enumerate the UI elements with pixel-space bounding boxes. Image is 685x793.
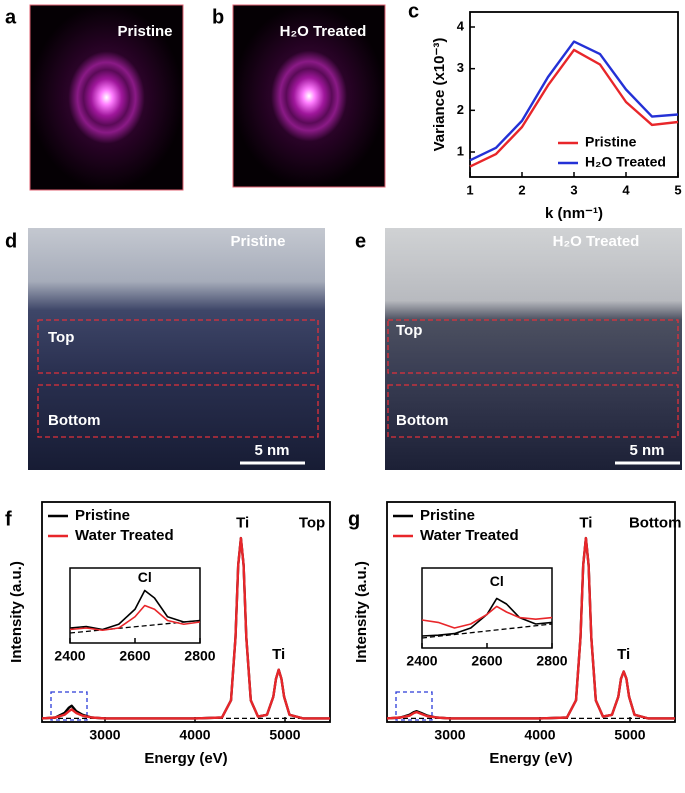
series-line bbox=[469, 48, 679, 168]
x-tick-label: 2400 bbox=[54, 648, 85, 664]
panel-label: b bbox=[212, 6, 224, 28]
y-axis-label: Intensity (a.u.) bbox=[353, 561, 370, 663]
legend-label: Pristine bbox=[585, 134, 637, 150]
x-tick-label: 5000 bbox=[269, 727, 300, 743]
x-tick-label: 2600 bbox=[471, 653, 502, 669]
region-boxes bbox=[37, 319, 679, 438]
annotation: Top bbox=[299, 515, 325, 532]
tem-labels: Pristine Top Bottom 5 nm H₂O Treated Top… bbox=[48, 233, 665, 459]
image-label: H₂O Treated bbox=[553, 233, 640, 250]
x-tick-label: 2 bbox=[518, 182, 525, 197]
series-line bbox=[421, 605, 553, 629]
x-axis-label: k (nm⁻¹) bbox=[545, 205, 603, 222]
region-label: Top bbox=[48, 329, 74, 346]
x-tick-label: 2400 bbox=[406, 653, 437, 669]
panel-label: a bbox=[5, 6, 17, 28]
annotation: Cl bbox=[138, 569, 152, 585]
diffraction-image bbox=[29, 4, 184, 191]
x-tick-label: 4000 bbox=[179, 727, 210, 743]
image-label: H₂O Treated bbox=[280, 23, 367, 40]
panel-label: c bbox=[408, 0, 419, 22]
x-tick-label: 3 bbox=[570, 182, 577, 197]
y-tick-label: 2 bbox=[457, 102, 464, 117]
image-label: Pristine bbox=[117, 23, 172, 40]
x-tick-label: 1 bbox=[466, 182, 473, 197]
baseline bbox=[421, 623, 553, 639]
x-tick-label: 2800 bbox=[184, 648, 215, 664]
x-tick-label: 2800 bbox=[536, 653, 567, 669]
legend-label: H₂O Treated bbox=[585, 154, 666, 170]
x-tick-label: 3000 bbox=[434, 727, 465, 743]
panel-label: f bbox=[5, 508, 12, 530]
x-tick-label: 2600 bbox=[119, 648, 150, 664]
annotation: Cl bbox=[490, 573, 504, 589]
tem-image bbox=[28, 228, 325, 470]
highlight-box bbox=[395, 691, 433, 721]
panel-label: g bbox=[348, 508, 360, 530]
series-line bbox=[69, 604, 201, 632]
x-tick-label: 3000 bbox=[89, 727, 120, 743]
legend-label: Water Treated bbox=[420, 527, 519, 544]
series-line bbox=[386, 536, 675, 720]
annotation: Bottom bbox=[629, 515, 682, 532]
x-tick-label: 4 bbox=[622, 182, 630, 197]
annotation: Ti bbox=[272, 646, 285, 663]
y-axis-label: Intensity (a.u.) bbox=[8, 561, 25, 663]
image-label: Pristine bbox=[230, 233, 285, 250]
y-tick-label: 3 bbox=[457, 60, 464, 75]
x-axis-label: Energy (eV) bbox=[489, 750, 572, 767]
plot-frame bbox=[469, 11, 679, 178]
annotation: Ti bbox=[617, 646, 630, 663]
annotation: Ti bbox=[236, 515, 249, 532]
tem-image bbox=[385, 228, 682, 470]
legend-label: Pristine bbox=[75, 507, 130, 524]
y-axis-label: Variance (x10⁻³) bbox=[431, 38, 448, 152]
x-tick-label: 5000 bbox=[614, 727, 645, 743]
scale-bar-label: 5 nm bbox=[629, 442, 664, 459]
plot-frame bbox=[69, 567, 201, 644]
panel-label: d bbox=[5, 230, 17, 252]
region-label: Bottom bbox=[48, 412, 101, 429]
series-line bbox=[41, 536, 330, 720]
region-label: Top bbox=[396, 322, 422, 339]
x-tick-label: 4000 bbox=[524, 727, 555, 743]
diffraction-image bbox=[232, 4, 386, 188]
legend-label: Pristine bbox=[420, 507, 475, 524]
scale-bar-label: 5 nm bbox=[254, 442, 289, 459]
legend-label: Water Treated bbox=[75, 527, 174, 544]
annotation: Ti bbox=[579, 515, 592, 532]
x-axis-label: Energy (eV) bbox=[144, 750, 227, 767]
series-line bbox=[469, 40, 679, 162]
highlight-box bbox=[50, 691, 88, 721]
region-label: Bottom bbox=[396, 412, 449, 429]
panel-label: e bbox=[355, 230, 366, 252]
y-tick-label: 1 bbox=[457, 143, 464, 158]
y-tick-label: 4 bbox=[457, 18, 465, 33]
series-line bbox=[69, 589, 201, 631]
series-line bbox=[421, 597, 553, 637]
x-tick-label: 5 bbox=[674, 182, 681, 197]
